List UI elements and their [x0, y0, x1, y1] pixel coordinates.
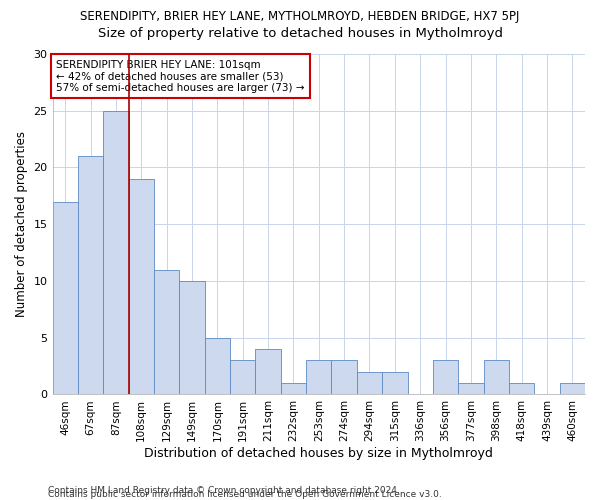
Text: SERENDIPITY, BRIER HEY LANE, MYTHOLMROYD, HEBDEN BRIDGE, HX7 5PJ: SERENDIPITY, BRIER HEY LANE, MYTHOLMROYD… — [80, 10, 520, 23]
Bar — [433, 360, 458, 394]
Text: Contains public sector information licensed under the Open Government Licence v3: Contains public sector information licen… — [48, 490, 442, 499]
Bar — [230, 360, 256, 394]
Bar — [331, 360, 357, 394]
Bar — [382, 372, 407, 394]
Bar — [179, 281, 205, 394]
Bar — [256, 349, 281, 395]
Bar — [53, 202, 78, 394]
Text: Size of property relative to detached houses in Mytholmroyd: Size of property relative to detached ho… — [97, 28, 503, 40]
Bar — [484, 360, 509, 394]
Bar — [78, 156, 103, 394]
Bar — [509, 383, 534, 394]
Y-axis label: Number of detached properties: Number of detached properties — [15, 131, 28, 317]
Bar — [306, 360, 331, 394]
Bar — [103, 110, 128, 395]
Bar — [154, 270, 179, 394]
X-axis label: Distribution of detached houses by size in Mytholmroyd: Distribution of detached houses by size … — [145, 447, 493, 460]
Bar — [357, 372, 382, 394]
Bar — [458, 383, 484, 394]
Text: Contains HM Land Registry data © Crown copyright and database right 2024.: Contains HM Land Registry data © Crown c… — [48, 486, 400, 495]
Text: SERENDIPITY BRIER HEY LANE: 101sqm
← 42% of detached houses are smaller (53)
57%: SERENDIPITY BRIER HEY LANE: 101sqm ← 42%… — [56, 60, 305, 93]
Bar — [205, 338, 230, 394]
Bar — [560, 383, 585, 394]
Bar — [128, 179, 154, 394]
Bar — [281, 383, 306, 394]
